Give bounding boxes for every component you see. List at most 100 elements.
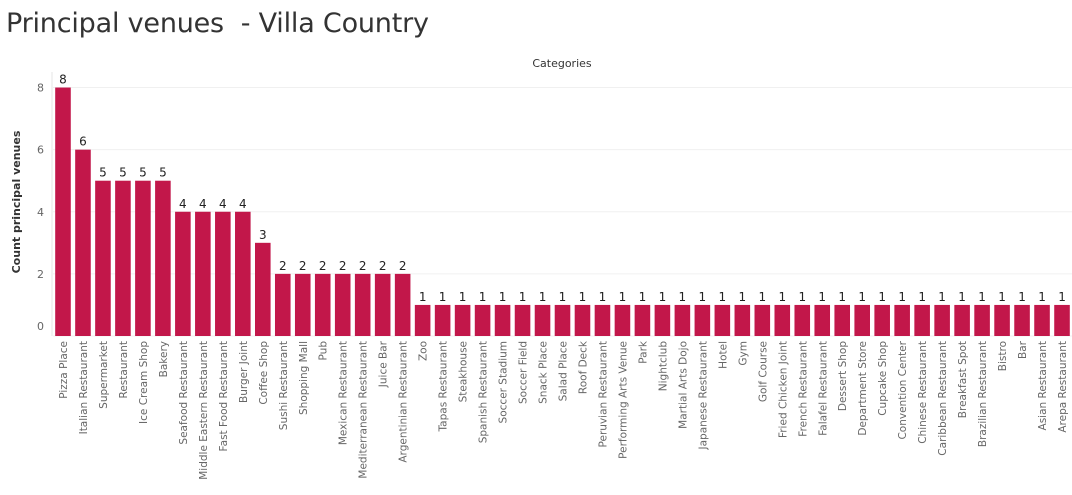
bar	[394, 273, 411, 336]
x-axis-title: Categories	[532, 57, 592, 70]
bar	[494, 304, 511, 336]
category-label: Soccer Stadium	[498, 341, 510, 423]
category-label: Gym	[737, 341, 749, 366]
category-label: Ice Cream Shop	[138, 341, 150, 424]
data-label: 1	[858, 290, 866, 304]
category-label: Zoo	[418, 341, 430, 361]
bar	[75, 149, 91, 336]
category-label: Sushi Restaurant	[278, 341, 290, 430]
category-label: Department Store	[857, 341, 869, 436]
bar	[414, 304, 431, 336]
data-label: 4	[239, 197, 247, 211]
data-label: 1	[699, 290, 707, 304]
category-label: Mexican Restaurant	[338, 341, 350, 445]
data-label: 5	[159, 166, 167, 180]
data-label: 1	[559, 290, 567, 304]
category-label: Salad Place	[558, 341, 570, 401]
category-label: Chinese Restaurant	[917, 341, 929, 444]
data-label: 4	[199, 197, 207, 211]
category-label: Hotel	[717, 341, 729, 369]
bar	[814, 304, 831, 336]
data-label: 5	[139, 166, 147, 180]
data-label: 2	[399, 259, 407, 273]
category-label: Juice Bar	[378, 340, 390, 388]
category-label: Performing Arts Venue	[617, 341, 629, 459]
bar	[834, 304, 851, 336]
category-label: Peruvian Restaurant	[597, 341, 609, 447]
data-label: 1	[998, 290, 1006, 304]
bar	[994, 304, 1010, 336]
bar	[434, 304, 451, 336]
bar	[654, 304, 671, 336]
bar	[854, 304, 870, 336]
data-label: 1	[878, 290, 886, 304]
bar	[674, 304, 691, 336]
category-label: Supermarket	[98, 341, 110, 409]
bar	[255, 242, 271, 336]
bar	[474, 304, 491, 336]
data-label: 1	[419, 290, 427, 304]
category-label: Cupcake Shop	[877, 341, 889, 416]
bar	[874, 304, 890, 336]
bar	[1054, 304, 1070, 336]
category-label: Falafel Restaurant	[817, 341, 829, 436]
data-label: 1	[459, 290, 467, 304]
data-label: 2	[359, 259, 367, 273]
data-label: 1	[599, 290, 607, 304]
bar	[1014, 304, 1030, 336]
category-label: Brazilian Restaurant	[977, 341, 989, 447]
y-tick-label: 2	[37, 268, 44, 281]
category-label: Golf Course	[757, 341, 769, 402]
bar	[195, 211, 211, 336]
category-label: Shopping Mall	[298, 341, 310, 415]
bar	[155, 180, 171, 336]
data-label: 1	[479, 290, 487, 304]
category-label: Burger Joint	[238, 341, 250, 403]
data-labels: 865 5 5 54 4 4 432 2 2 2 2 2 21 1 1 1 1 1 1 1 1 1 1 1 1 1 1 1 1 1 1 1 1 1…	[59, 73, 1066, 304]
data-label: 1	[738, 290, 746, 304]
category-label: Steakhouse	[458, 341, 470, 402]
data-label: 1	[519, 290, 527, 304]
data-label: 1	[1038, 290, 1046, 304]
category-label: Park	[637, 340, 649, 364]
data-label: 1	[938, 290, 946, 304]
data-label: 4	[219, 197, 227, 211]
bar	[175, 211, 191, 336]
bar	[135, 180, 151, 336]
bar	[594, 304, 611, 336]
bar	[354, 273, 371, 336]
category-label: Soccer Field	[518, 341, 530, 404]
bar	[314, 273, 331, 336]
category-label: Breakfast Spot	[957, 341, 969, 418]
bar	[974, 304, 990, 336]
category-label: Pub	[318, 341, 330, 361]
category-label: Middle Eastern Restaurant	[198, 341, 210, 480]
category-label: Martial Arts Dojo	[677, 341, 689, 429]
data-label: 1	[838, 290, 846, 304]
category-label: Convention Center	[897, 340, 909, 439]
data-label: 1	[579, 290, 587, 304]
bar	[374, 273, 391, 336]
data-label: 1	[898, 290, 906, 304]
category-label: Spanish Restaurant	[478, 341, 490, 443]
bar	[774, 304, 791, 336]
bar	[914, 304, 930, 336]
bar	[1034, 304, 1050, 336]
y-axis-ticks: 0 2 4 6 8	[37, 82, 44, 333]
data-label: 1	[958, 290, 966, 304]
data-label: 2	[279, 259, 287, 273]
category-label: Fast Food Restaurant	[218, 341, 230, 451]
bar	[734, 304, 751, 336]
data-label: 5	[119, 166, 127, 180]
data-label: 1	[798, 290, 806, 304]
bar	[634, 304, 651, 336]
bar	[694, 304, 711, 336]
data-label: 1	[719, 290, 727, 304]
bar	[614, 304, 631, 336]
bar	[794, 304, 811, 336]
data-label: 1	[778, 290, 786, 304]
y-tick-label: 0	[37, 320, 44, 333]
category-label: Roof Deck	[577, 340, 589, 394]
category-label: Japanese Restaurant	[697, 341, 709, 451]
